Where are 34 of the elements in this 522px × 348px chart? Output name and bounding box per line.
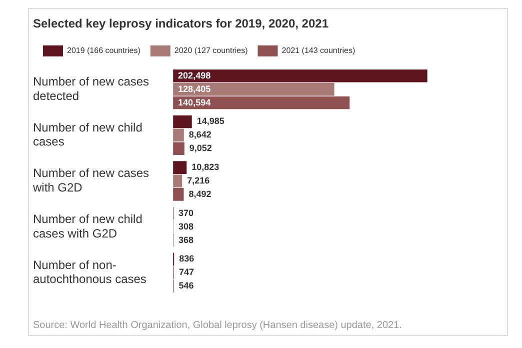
data-label: 370 (178, 208, 194, 218)
data-label: 14,985 (196, 116, 224, 126)
legend-label: 2019 (166 countries) (67, 46, 141, 56)
bar (173, 188, 184, 201)
bar (173, 128, 184, 142)
data-label: 7,216 (187, 175, 210, 186)
data-label: 747 (178, 267, 194, 278)
y-tick-label: Number of new child cases with G2D (33, 212, 142, 240)
data-label: 308 (178, 221, 194, 232)
data-label: 128,405 (178, 84, 211, 94)
data-label: 10,823 (192, 162, 220, 172)
data-label: 8,492 (188, 188, 212, 199)
data-label: 202,498 (178, 70, 211, 80)
legend-label: 2020 (127 countries) (174, 46, 248, 56)
y-tick-label: Number of non-autochthonous cases (33, 258, 146, 286)
bar (173, 161, 187, 174)
data-label: 140,594 (178, 97, 211, 108)
y-tick-label: Number of new child cases (33, 120, 142, 149)
bar (173, 96, 350, 110)
bar (173, 69, 428, 82)
bar (173, 82, 334, 96)
bar (173, 142, 184, 155)
bar (173, 174, 182, 188)
bar (173, 115, 192, 128)
chart-title: Selected key leprosy indicators for 2019, 2020, 2021 (33, 16, 329, 31)
data-label: 9,052 (189, 143, 212, 154)
data-label: 546 (178, 280, 194, 291)
y-tick-label: Number of new cases detected (33, 74, 150, 103)
y-tick-label: Number of new cases with G2D (32, 166, 150, 195)
data-label: 8,642 (188, 130, 212, 140)
legend-label: 2021 (143 countries) (282, 46, 356, 56)
source-note: Source: World Health Organization, Global leprosy (Hansen disease) update, 2021. (33, 320, 403, 331)
data-label: 836 (179, 254, 194, 264)
data-label: 368 (178, 234, 194, 245)
